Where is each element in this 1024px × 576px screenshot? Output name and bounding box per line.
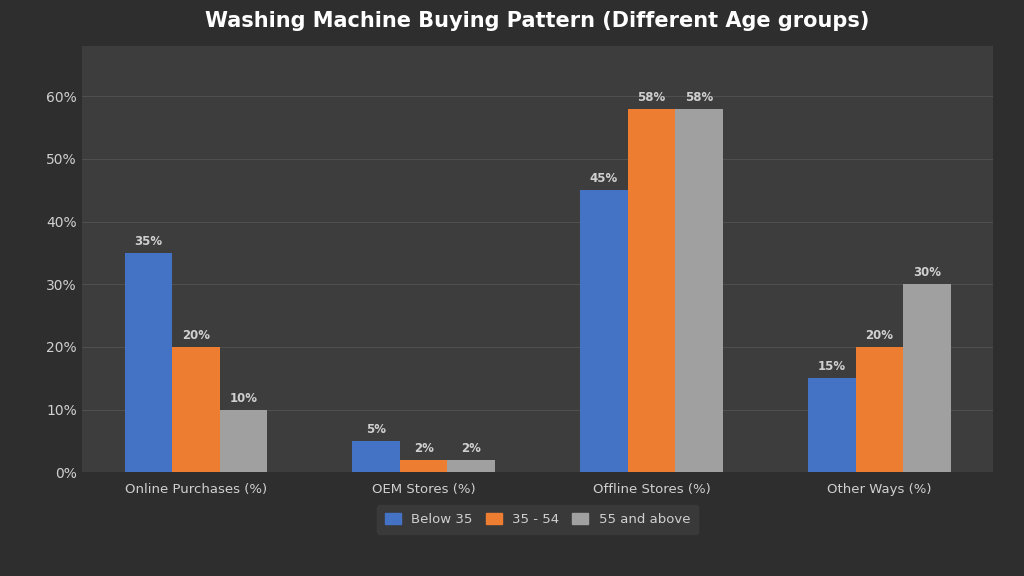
Text: 20%: 20% — [182, 329, 210, 342]
Bar — [903, 285, 950, 472]
Text: 2%: 2% — [414, 442, 433, 455]
Text: 58%: 58% — [637, 91, 666, 104]
Bar — [352, 441, 400, 472]
Bar — [447, 460, 495, 472]
Bar — [628, 109, 675, 472]
Title: Washing Machine Buying Pattern (Different Age groups): Washing Machine Buying Pattern (Differen… — [206, 10, 869, 31]
Bar — [808, 378, 856, 472]
Text: 10%: 10% — [229, 392, 257, 404]
Text: 20%: 20% — [865, 329, 893, 342]
Bar — [125, 253, 172, 472]
Text: 45%: 45% — [590, 172, 618, 185]
Bar — [219, 410, 267, 472]
Legend: Below 35, 35 - 54, 55 and above: Below 35, 35 - 54, 55 and above — [377, 505, 698, 534]
Text: 2%: 2% — [461, 442, 481, 455]
Bar — [856, 347, 903, 472]
Bar — [172, 347, 219, 472]
Bar — [400, 460, 447, 472]
Bar — [581, 190, 628, 472]
Text: 30%: 30% — [912, 266, 941, 279]
Bar — [675, 109, 723, 472]
Text: 5%: 5% — [367, 423, 386, 436]
Text: 15%: 15% — [818, 360, 846, 373]
Text: 58%: 58% — [685, 91, 713, 104]
Text: 35%: 35% — [134, 235, 163, 248]
